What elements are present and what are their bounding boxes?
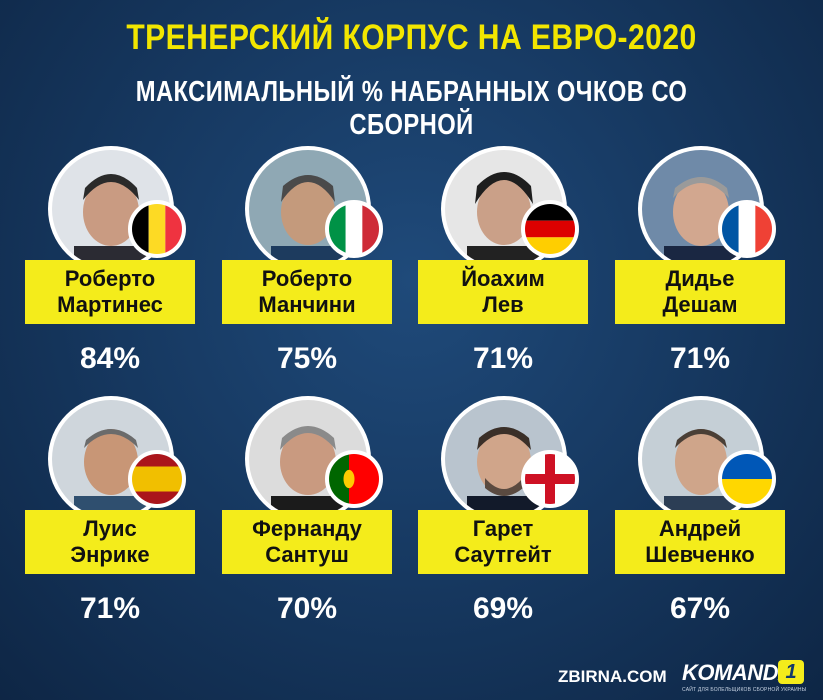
belgium-flag-icon [128, 200, 186, 258]
coach-photo [52, 150, 170, 268]
page-subtitle: МАКСИМАЛЬНЫЙ % НАБРАННЫХ ОЧКОВ СО СБОРНО… [135, 76, 688, 141]
coach-name: Гарет Саутгейт [418, 510, 588, 574]
coach-card: Роберто Манчини 75% [222, 150, 392, 390]
coach-percentage: 67% [669, 592, 731, 625]
coach-percentage: 71% [472, 342, 534, 375]
coach-card: Роберто Мартинес 84% [25, 150, 195, 390]
germany-flag-icon [521, 200, 579, 258]
coach-card: Фернанду Сантуш 70% [222, 400, 392, 640]
coach-name: Роберто Манчини [222, 260, 392, 324]
coach-last-name: Манчини [258, 292, 356, 317]
coach-last-name: Энрике [70, 542, 150, 567]
coach-last-name: Шевченко [645, 542, 755, 567]
coach-name: Андрей Шевченко [615, 510, 785, 574]
coach-first-name: Андрей [658, 516, 742, 541]
italy-flag-icon [325, 200, 383, 258]
coach-percentage: 70% [276, 592, 338, 625]
coach-first-name: Луис [83, 516, 137, 541]
coach-first-name: Роберто [261, 266, 353, 291]
coach-name: Йоахим Лев [418, 260, 588, 324]
footer-tagline: САЙТ ДЛЯ БОЛЕЛЬЩИКОВ СБОРНОЙ УКРАИНЫ [682, 687, 807, 693]
coach-card: Гарет Саутгейт 69% [418, 400, 588, 640]
coach-card: Йоахим Лев 71% [418, 150, 588, 390]
coach-card: Дидье Дешам 71% [615, 150, 785, 390]
coach-last-name: Дешам [662, 292, 738, 317]
coach-first-name: Гарет [472, 516, 534, 541]
england-flag-icon [521, 450, 579, 508]
coach-last-name: Мартинес [57, 292, 163, 317]
coach-card: Луис Энрике 71% [25, 400, 195, 640]
coach-first-name: Фернанду [252, 516, 362, 541]
coach-card: Андрей Шевченко 67% [615, 400, 785, 640]
coach-name: Роберто Мартинес [25, 260, 195, 324]
portugal-flag-icon [325, 450, 383, 508]
coach-first-name: Йоахим [461, 266, 545, 291]
coach-first-name: Роберто [64, 266, 156, 291]
komanda-logo-number: 1 [778, 660, 804, 684]
france-flag-icon [718, 200, 776, 258]
coach-name: Дидье Дешам [615, 260, 785, 324]
coach-percentage: 75% [276, 342, 338, 375]
coach-name: Фернанду Сантуш [222, 510, 392, 574]
coach-name: Луис Энрике [25, 510, 195, 574]
page-title: ТРЕНЕРСКИЙ КОРПУС НА ЕВРО-2020 [126, 18, 697, 57]
coach-percentage: 71% [79, 592, 141, 625]
coach-percentage: 71% [669, 342, 731, 375]
coach-last-name: Саутгейт [454, 542, 552, 567]
ukraine-flag-icon [718, 450, 776, 508]
footer-site-link[interactable]: ZBIRNA.COM [558, 667, 667, 686]
coach-percentage: 69% [472, 592, 534, 625]
coach-percentage: 84% [79, 342, 141, 375]
coach-last-name: Лев [482, 292, 524, 317]
spain-flag-icon [128, 450, 186, 508]
coach-last-name: Сантуш [265, 542, 349, 567]
coach-first-name: Дидье [665, 266, 735, 291]
komanda-logo: KOMANDA [682, 660, 794, 685]
